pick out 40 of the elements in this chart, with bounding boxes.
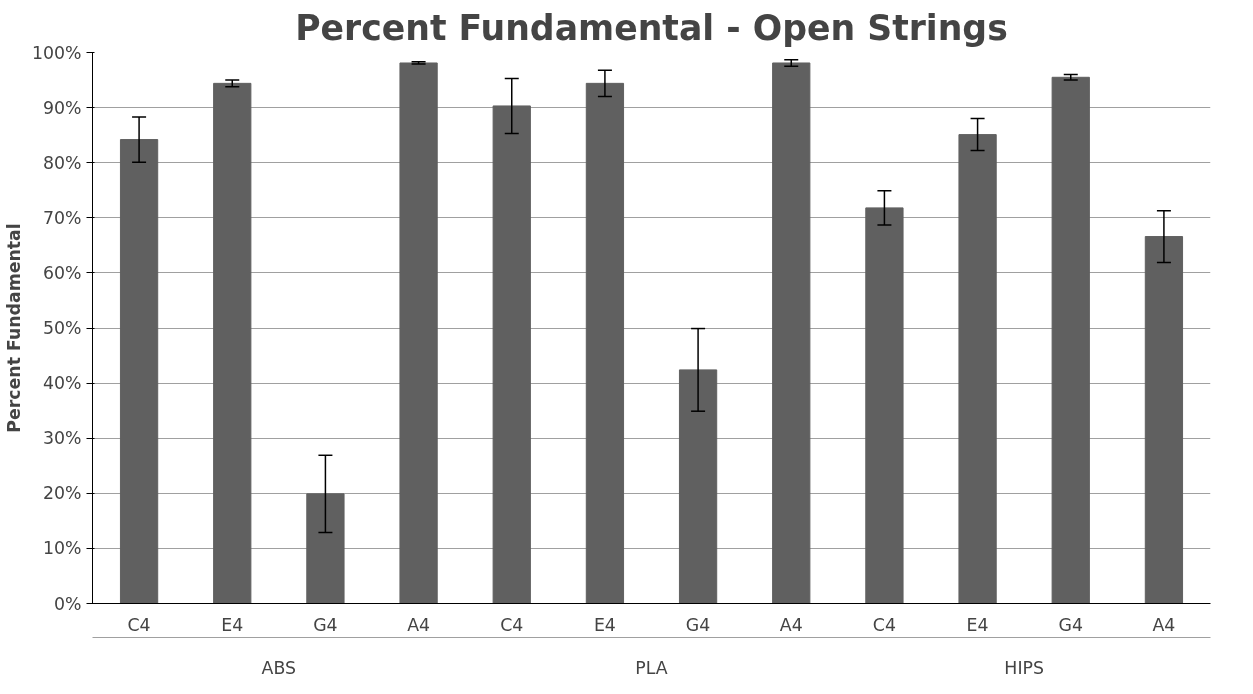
y-tick-label: 0% [54, 593, 82, 614]
y-tick-label: 80% [42, 152, 82, 173]
y-tick-label: 90% [42, 97, 82, 118]
bar [213, 82, 252, 604]
y-tick-label: 60% [42, 262, 82, 283]
bar [678, 369, 718, 604]
bar [1144, 236, 1184, 604]
y-tick-label: 100% [31, 42, 82, 63]
x-tick-label: E4 [593, 614, 616, 635]
x-tick-label: C4 [127, 614, 151, 635]
bar [306, 493, 345, 604]
x-tick-label: E4 [966, 614, 989, 635]
chart-title: Percent Fundamental - Open Strings [295, 7, 1008, 48]
y-tick-label: 40% [42, 373, 82, 394]
x-tick-label: C4 [500, 614, 524, 635]
x-tick-label: G4 [1058, 614, 1083, 635]
text: HIPS [1004, 657, 1044, 678]
bar [958, 134, 997, 604]
bar [1051, 76, 1090, 604]
x-tick-label: A4 [1152, 614, 1176, 635]
bar [772, 62, 811, 604]
x-tick-label: G4 [685, 614, 711, 635]
x-tick-label: C4 [872, 614, 896, 635]
y-axis-title: Percent Fundamental [3, 223, 24, 433]
text: ABS [261, 657, 297, 678]
text: PLA [635, 657, 668, 678]
bar [585, 82, 625, 604]
x-tick-label: A4 [407, 614, 431, 635]
bar [119, 139, 159, 604]
bar [399, 62, 438, 604]
x-tick-label: A4 [779, 614, 803, 635]
y-tick-label: 20% [42, 483, 82, 504]
y-tick-label: 30% [42, 428, 82, 449]
x-tick-label: G4 [313, 614, 338, 635]
x-tick-label: E4 [221, 614, 244, 635]
y-tick-label: 70% [42, 207, 82, 228]
bar [865, 207, 904, 604]
y-tick-label: 50% [42, 318, 82, 338]
y-tick-label: 10% [42, 538, 82, 559]
bar [492, 105, 531, 604]
